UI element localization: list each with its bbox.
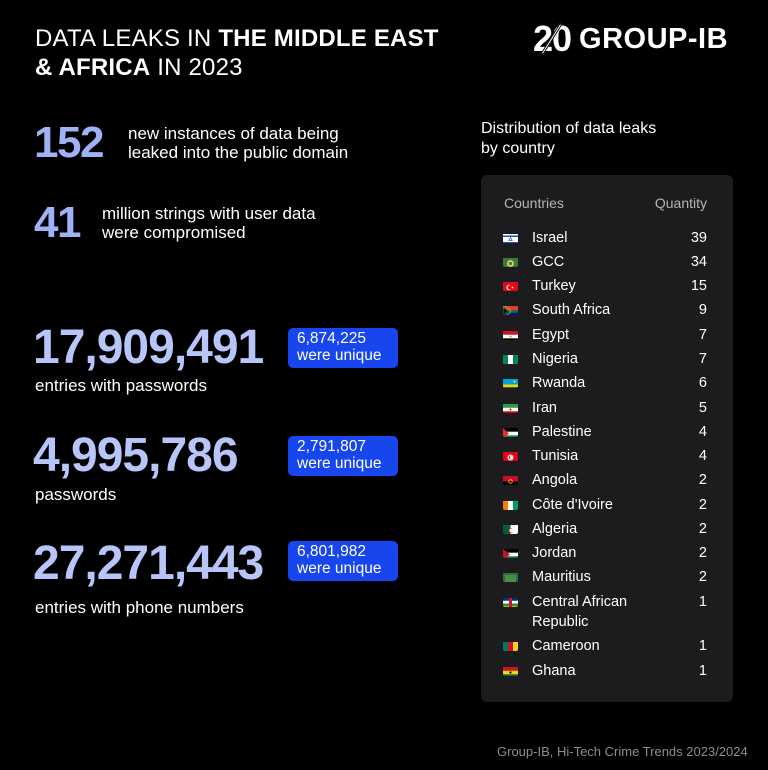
table-row: Iran 5 [481,398,733,418]
south-africa-flag-icon [503,304,518,315]
brand-name: GROUP-IB [579,23,729,55]
column-header-countries: Countries [504,195,564,211]
page-title: DATA LEAKS IN THE MIDDLE EAST & AFRICA I… [35,25,439,81]
passwords-value: 4,995,786 [33,429,239,482]
turkey-flag-icon [503,280,518,291]
table-row: South Africa 9 [481,300,733,320]
table-row: Rwanda 6 [481,373,733,393]
column-header-quantity: Quantity [654,195,707,211]
passwords-label: passwords [35,485,117,504]
stat-leak-instances-description: new instances of data being leaked into t… [128,124,349,162]
entries-with-phone-numbers-label: entries with phone numbers [35,598,244,617]
central-african-republic-flag-icon [503,596,518,607]
table-row: Ghana 1 [481,661,733,681]
ghana-flag-icon [503,665,518,676]
jordan-flag-icon [503,547,518,558]
unique-badge: 6,801,982 were unique [288,541,398,581]
table-row: Egypt 7 [481,325,733,345]
table-row: Israel 39 [481,228,733,248]
cameroon-flag-icon [503,640,518,651]
stat-strings-description: million strings with user data were compr… [102,204,316,242]
entries-with-phone-numbers-value: 27,271,443 [33,537,264,590]
angola-flag-icon [503,474,518,485]
table-row: Central African Republic 1 [481,592,733,632]
table-row: GCC 34 [481,252,733,272]
entries-with-passwords-label: entries with passwords [35,376,207,395]
tunisia-flag-icon [503,450,518,461]
distribution-title: Distribution of data leaks by country [481,120,657,157]
egypt-flag-icon [503,329,518,340]
stat-strings-value: 41 [34,198,81,247]
nigeria-flag-icon [503,353,518,364]
gcc-flag-icon [503,256,518,267]
table-row: Angola 2 [481,470,733,490]
table-row: Algeria 2 [481,519,733,539]
table-row: Nigeria 7 [481,349,733,369]
unique-badge: 2,791,807 were unique [288,436,398,476]
country-distribution-table: Countries Quantity Israel 39 GCC 34 Turk… [481,175,733,702]
table-row: Turkey 15 [481,276,733,296]
rwanda-flag-icon [503,377,518,388]
table-row: Mauritius 2 [481,567,733,587]
stat-leak-instances-value: 152 [34,118,104,167]
algeria-flag-icon [503,523,518,534]
iran-flag-icon [503,402,518,413]
anniversary-mark: 20 [533,19,572,59]
mauritius-flag-icon [503,571,518,582]
group-ib-logo: 20 GROUP-IB [533,19,728,59]
table-row: Tunisia 4 [481,446,733,466]
israel-flag-icon [503,232,518,243]
cote-divoire-flag-icon [503,499,518,510]
table-row: Côte d'Ivoire 2 [481,495,733,515]
source-footer: Group-IB, Hi-Tech Crime Trends 2023/2024 [497,744,748,759]
table-row: Palestine 4 [481,422,733,442]
entries-with-passwords-value: 17,909,491 [33,321,264,374]
palestine-flag-icon [503,426,518,437]
table-row: Cameroon 1 [481,636,733,656]
table-row: Jordan 2 [481,543,733,563]
unique-badge: 6,874,225 were unique [288,328,398,368]
